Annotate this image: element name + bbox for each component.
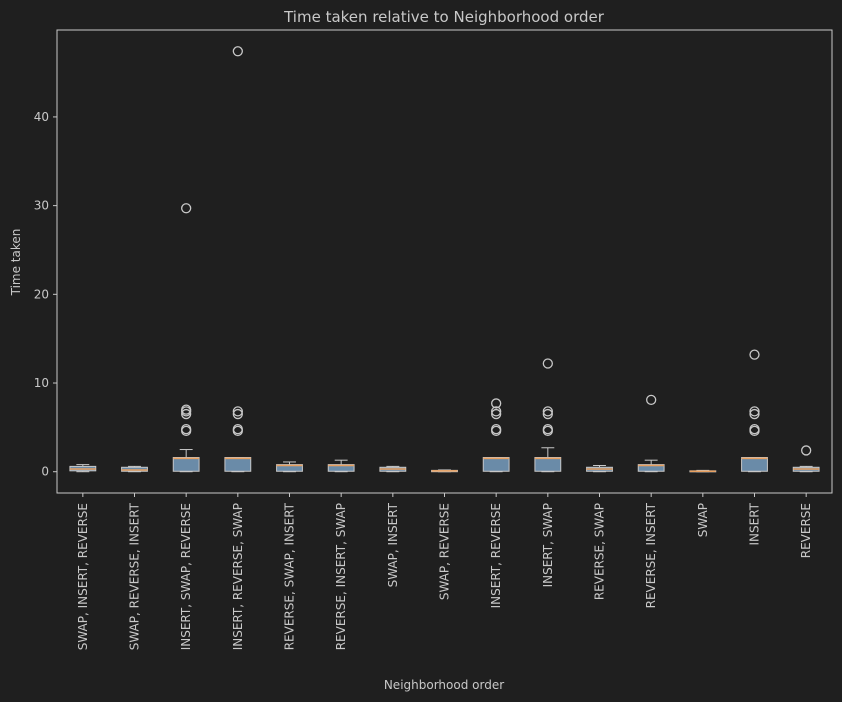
x-axis-label: Neighborhood order: [384, 678, 504, 692]
x-tick-label: SWAP, REVERSE: [438, 503, 452, 600]
outlier-point: [232, 46, 243, 57]
outlier-point: [801, 445, 812, 456]
outlier-point: [542, 358, 553, 369]
y-axis-label: Time taken: [9, 229, 23, 297]
x-tick-label: REVERSE, INSERT: [644, 502, 658, 608]
outlier-point: [232, 423, 243, 435]
box-1: [121, 465, 148, 473]
x-tick-label: REVERSE, INSERT, SWAP: [334, 503, 348, 650]
x-tick-label: SWAP, REVERSE, INSERT: [128, 502, 142, 650]
outlier-point: [542, 408, 553, 420]
y-tick-label: 30: [34, 199, 49, 213]
outlier-point: [181, 423, 192, 435]
chart-title: Time taken relative to Neighborhood orde…: [283, 8, 605, 26]
outlier-point: [232, 406, 243, 417]
outlier-point: [749, 406, 760, 417]
x-tick-label: INSERT, SWAP, REVERSE: [179, 503, 193, 650]
y-tick-label: 40: [34, 110, 49, 124]
outlier-point: [749, 408, 760, 420]
box-8: [482, 398, 510, 473]
outlier-point: [181, 408, 192, 420]
box-14: [792, 445, 820, 473]
x-tick-label: INSERT: [748, 502, 762, 545]
x-tick-label: SWAP, INSERT: [386, 502, 400, 587]
box-4: [276, 461, 303, 473]
box-11: [637, 394, 665, 473]
outlier-point: [232, 408, 243, 420]
box-6: [379, 465, 407, 473]
y-axis-ticks: 0 10 20 30 40: [34, 110, 57, 479]
outlier-point: [181, 203, 192, 214]
box-series: [69, 46, 820, 473]
x-tick-label: REVERSE, SWAP: [593, 503, 607, 600]
box-12: [689, 469, 717, 473]
x-tick-label: INSERT, REVERSE: [489, 503, 503, 608]
plot-frame: [56, 29, 833, 494]
x-tick-label: REVERSE, SWAP, INSERT: [283, 502, 297, 650]
box-0: [69, 464, 97, 473]
y-tick-label: 20: [34, 287, 49, 301]
box-body: [276, 464, 303, 472]
outlier-point: [646, 394, 657, 406]
box-body: [534, 457, 562, 472]
x-axis-ticks: SWAP, INSERT, REVERSE SWAP, REVERSE, INSE…: [76, 493, 813, 650]
x-tick-label: REVERSE: [799, 503, 813, 558]
outlier-point: [491, 408, 502, 420]
outlier-point: [491, 398, 502, 409]
box-7: [431, 469, 458, 473]
box-13: [741, 349, 768, 473]
outlier-point: [491, 406, 502, 417]
x-tick-label: SWAP, INSERT, REVERSE: [76, 503, 90, 650]
box-3: [224, 46, 252, 473]
outlier-point: [749, 349, 760, 360]
outlier-point: [542, 406, 553, 417]
box-5: [327, 459, 355, 473]
box-body: [482, 457, 510, 472]
box-9: [534, 358, 562, 473]
box-10: [586, 465, 613, 473]
outlier-point: [542, 423, 553, 435]
box-2: [172, 203, 200, 473]
outlier-point: [749, 423, 760, 435]
outlier-point: [181, 404, 192, 415]
x-tick-label: SWAP: [696, 503, 710, 537]
outlier-point: [491, 423, 502, 435]
box-body: [637, 464, 665, 472]
box-body: [327, 464, 355, 472]
y-tick-label: 10: [34, 376, 49, 390]
x-tick-label: INSERT, SWAP: [541, 503, 555, 587]
y-tick-label: 0: [41, 465, 49, 479]
box-body: [741, 457, 768, 472]
x-tick-label: INSERT, REVERSE, SWAP: [231, 503, 245, 650]
box-body: [224, 457, 252, 472]
box-body: [172, 457, 200, 472]
